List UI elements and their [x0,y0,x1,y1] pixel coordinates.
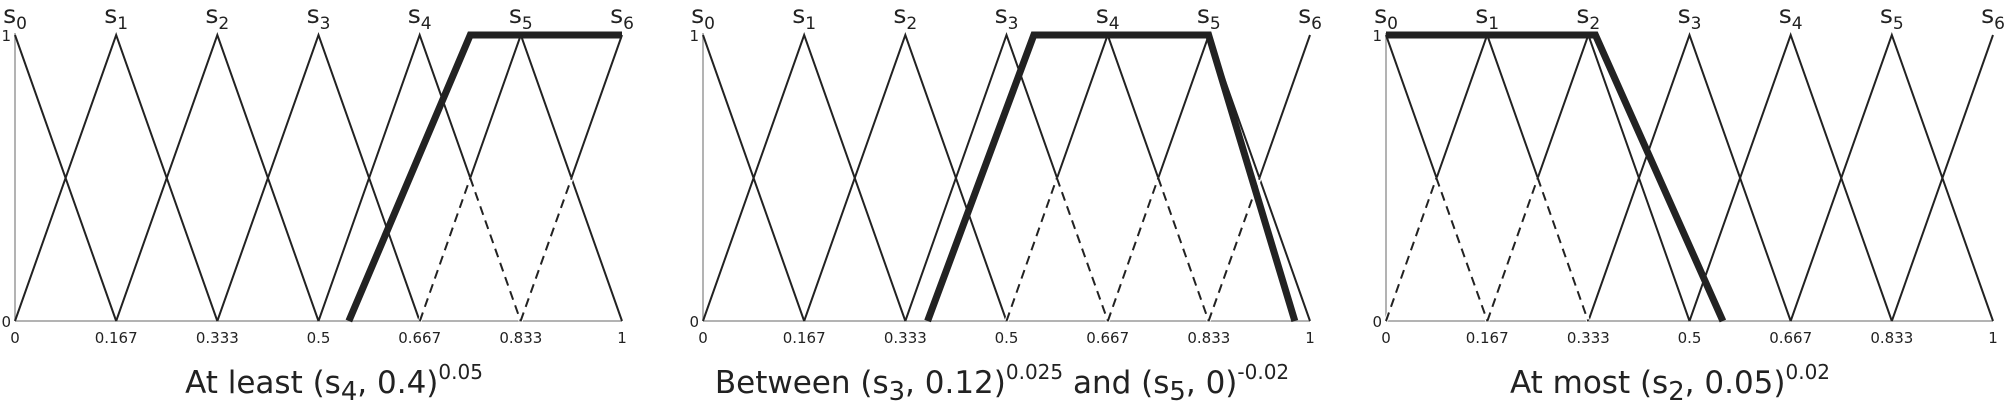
caption-text: , 0.4) [357,365,439,401]
x-tick-label: 1 [617,329,627,347]
caption-text: At least (s [185,365,341,401]
term-label-s2: s2 [205,0,229,34]
membership-triangle-s2 [115,32,320,322]
dashed-segment [469,177,522,322]
term-label-s0: s0 [1374,0,1398,34]
term-label-s4: s4 [1096,0,1120,34]
dashed-segment [1536,177,1590,322]
y-tick-label: 1 [1372,27,1382,45]
caption-text: , 0.12) [905,365,1006,401]
caption-text: and (s [1063,365,1170,401]
term-label-s5: s5 [509,0,533,34]
x-tick-label: 0.5 [307,329,331,347]
bold-envelope [1386,31,1727,323]
membership-triangle-s3 [1587,32,1792,322]
dashed-segment [1435,177,1489,322]
dashed-segment [418,177,472,322]
caption-superscript: 0.02 [1785,360,1831,384]
dashed-segment [1486,177,1539,322]
dashed-segment [1055,177,1109,322]
membership-triangle-s4 [317,32,522,322]
y-tick-label: 1 [1,27,11,45]
x-tick-label: 0.833 [499,329,542,347]
x-tick-label: 0.667 [1769,329,1812,347]
term-label-s3: s3 [307,0,331,34]
x-tick-label: 1 [1988,329,1998,347]
membership-triangle-s3 [904,32,1109,322]
dashed-segment [1005,177,1058,322]
term-label-s3: s3 [1678,0,1702,34]
term-label-s4: s4 [1779,0,1803,34]
dashed-segment [1385,177,1438,322]
term-label-s1: s1 [1475,0,1499,34]
membership-triangle-s2 [803,32,1008,322]
membership-triangle-s3 [216,32,421,322]
membership-triangle-s6 [1890,34,1994,322]
x-tick-label: 0.333 [1567,329,1610,347]
y-tick-label: 0 [689,313,699,331]
caption-superscript: -0.02 [1237,360,1290,384]
x-tick-label: 1 [1305,329,1315,347]
caption-text: At most (s [1509,365,1669,401]
caption-between: Between (s3, 0.12)0.025 and (s5, 0)-0.02 [668,362,1336,407]
membership-triangle-s4 [1005,32,1210,322]
membership-triangle-s1 [702,32,907,322]
y-tick-label: 1 [689,27,699,45]
term-label-s4: s4 [408,0,432,34]
x-tick-label: 0.333 [884,329,927,347]
caption-subscript: 5 [1169,377,1186,407]
y-tick-label: 0 [1,313,11,331]
x-tick-label: 0 [10,329,20,347]
term-label-s6: s6 [1981,0,2004,34]
membership-triangle-s4 [1688,32,1893,322]
panel-2: 100 0.167 0.333 0.5 0.667 0.833 1s0 s1 s2 s3 s4 s5 s… [1372,0,2004,347]
x-tick-label: 0.5 [1678,329,1702,347]
caption-superscript: 0.025 [1005,360,1064,384]
caption-text: , 0.05) [1684,365,1786,401]
panel-1: 100 0.167 0.333 0.5 0.667 0.833 1s0 s1 s2 s3 s4 s5 s… [689,0,1321,347]
caption-text: Between (s [714,365,889,401]
x-tick-label: 0.333 [196,329,239,347]
term-label-s1: s1 [792,0,816,34]
x-tick-label: 0.167 [783,329,826,347]
x-tick-label: 0 [698,329,708,347]
term-label-s2: s2 [893,0,917,34]
term-label-s5: s5 [1197,0,1221,34]
term-label-s5: s5 [1880,0,1904,34]
term-label-s0: s0 [3,0,27,34]
panel-0: 100 0.167 0.333 0.5 0.667 0.833 1s0 s1 s2 s3 s4 s5 s… [1,0,633,347]
caption-subscript: 2 [1668,377,1685,407]
term-label-s3: s3 [995,0,1019,34]
caption-subscript: 4 [340,377,358,407]
membership-triangle-s1 [1385,32,1590,322]
x-tick-label: 0.167 [95,329,138,347]
membership-triangle-s5 [1789,32,1994,322]
caption-text: , 0) [1185,365,1238,401]
dashed-segment [1207,177,1261,322]
x-tick-label: 0.667 [398,329,441,347]
caption-subscript: 3 [888,377,906,407]
term-label-s6: s6 [1298,0,1322,34]
term-label-s1: s1 [104,0,128,34]
x-tick-label: 0.667 [1086,329,1129,347]
x-tick-label: 0.833 [1187,329,1230,347]
dashed-segment [1157,177,1210,322]
x-tick-label: 0 [1381,329,1391,347]
caption-at-most: At most (s2, 0.05)0.02 [1336,362,2004,407]
y-tick-label: 0 [1372,313,1382,331]
x-tick-label: 0.167 [1466,329,1509,347]
term-label-s6: s6 [610,0,634,34]
membership-triangle-s1 [14,32,219,322]
dashed-segment [1106,177,1160,322]
caption-at-least: At least (s4, 0.4)0.05 [0,362,668,407]
term-label-s0: s0 [691,0,715,34]
x-tick-label: 0.833 [1870,329,1913,347]
dashed-segment [519,177,573,322]
bold-envelope [924,31,1299,323]
bold-envelope [345,31,622,323]
term-label-s2: s2 [1576,0,1600,34]
x-tick-label: 0.5 [995,329,1019,347]
caption-superscript: 0.05 [438,360,483,384]
